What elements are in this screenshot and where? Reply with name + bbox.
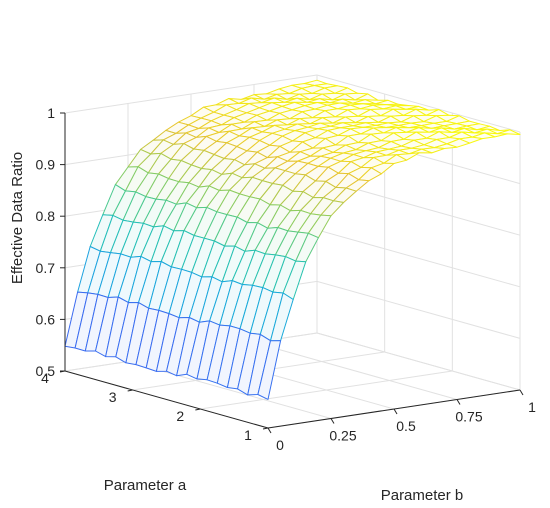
- y-tick-mark-0: [262, 427, 269, 430]
- x-tick-label-1: 0.25: [329, 428, 356, 444]
- y-tick-label-3: 4: [41, 370, 49, 386]
- grid-line-side-z-2: [316, 229, 521, 288]
- z-tick-label-0: 0.5: [36, 363, 56, 379]
- z-tick-label-5: 1: [47, 105, 55, 121]
- y-tick-label-1: 2: [176, 408, 184, 424]
- z-tick-labels: 0.5 0.6 0.7 0.8 0.9 1: [36, 105, 65, 379]
- x-tick-label-2: 0.5: [396, 418, 416, 434]
- grid-line-back-z-5: [64, 74, 318, 114]
- x-tick-label-3: 0.75: [455, 409, 482, 425]
- x-tick-mark-1: [330, 418, 335, 424]
- grid-line-floor-a-1: [200, 370, 453, 410]
- x-tick-mark-3: [456, 399, 461, 405]
- z-axis-label: Effective Data Ratio: [9, 152, 26, 284]
- grid-line-side-z-1: [316, 280, 521, 339]
- x-tick-label-4: 1: [528, 399, 536, 415]
- z-tick-label-4: 0.9: [36, 157, 56, 173]
- surface-cell: [257, 340, 282, 400]
- z-tick-label-3: 0.8: [36, 208, 56, 224]
- x-tick-label-0: 0: [276, 437, 284, 453]
- z-tick-label-1: 0.6: [36, 311, 56, 327]
- grid-line-floor-b-4: [316, 332, 521, 391]
- x-tick-mark-4: [519, 389, 524, 396]
- grid-line-side-z-5: [316, 74, 521, 133]
- z-tick-label-2: 0.7: [36, 260, 56, 276]
- surface-mesh: [64, 79, 521, 400]
- x-tick-mark-0: [267, 427, 272, 434]
- grid-line-floor-b-3: [253, 342, 458, 400]
- y-tick-label-0: 1: [244, 427, 252, 443]
- y-tick-mark-2: [127, 389, 133, 392]
- x-axis-label: Parameter b: [381, 487, 464, 504]
- y-axis-label: Parameter a: [104, 477, 187, 494]
- x-tick-labels: 0 0.25 0.5 0.75 1: [267, 389, 536, 453]
- y-axis-line: [64, 370, 269, 429]
- y-tick-label-2: 3: [109, 389, 117, 405]
- x-tick-mark-2: [393, 408, 398, 415]
- y-tick-mark-1: [195, 408, 201, 411]
